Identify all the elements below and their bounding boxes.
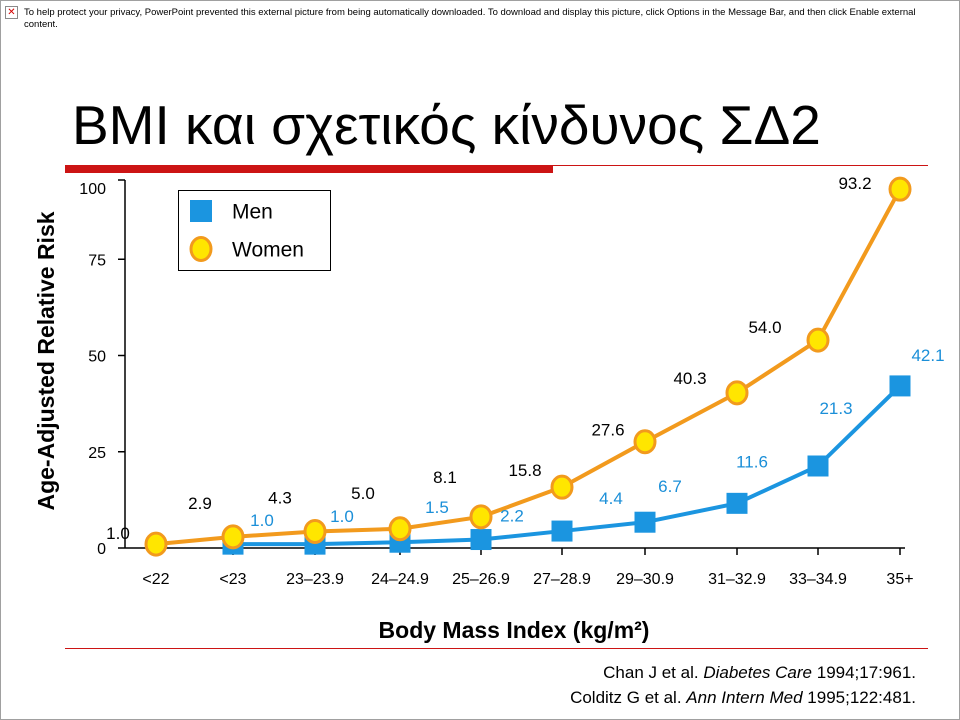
y-tick-label: 50 xyxy=(88,349,106,366)
men-data-point xyxy=(726,492,748,514)
citation-details: 1994;17:961. xyxy=(816,663,916,682)
women-data-label: 4.3 xyxy=(268,488,292,507)
legend-women-label: Women xyxy=(232,239,304,262)
chart-axes: 0 25 50 75 100 <22 <23 23–23.9 24–24.9 25–26.9 27–… xyxy=(79,179,914,588)
x-tick-label: 31–32.9 xyxy=(708,571,766,588)
women-data-label: 1.0 xyxy=(106,524,130,543)
women-data-label: 2.9 xyxy=(188,494,212,513)
women-data-point xyxy=(144,531,168,557)
x-tick-label: 23–23.9 xyxy=(286,571,344,588)
citation-journal: Ann Intern Med xyxy=(686,688,803,707)
women-series-line xyxy=(155,188,902,547)
women-data-label: 27.6 xyxy=(591,421,624,440)
footer-rule-line xyxy=(65,648,928,649)
x-tick-label: <22 xyxy=(142,571,169,588)
x-tick-label: 27–28.9 xyxy=(533,571,591,588)
x-tick-label: 33–34.9 xyxy=(789,571,847,588)
men-data-point xyxy=(807,455,829,477)
legend-men-marker xyxy=(190,200,212,222)
citation-authors: Colditz G et al. xyxy=(570,688,682,707)
women-data-point xyxy=(550,474,574,500)
men-data-point xyxy=(551,520,573,542)
chart-series xyxy=(144,176,912,557)
citation-authors: Chan J et al. xyxy=(603,663,699,682)
citation-details: 1995;122:481. xyxy=(807,688,916,707)
citations: Chan J et al. Diabetes Care 1994;17:961.… xyxy=(570,660,916,710)
women-data-point xyxy=(806,327,830,353)
men-data-label: 21.3 xyxy=(819,399,852,418)
men-data-label: 42.1 xyxy=(911,346,944,365)
men-data-label: 1.0 xyxy=(330,507,354,526)
citation-line: Chan J et al. Diabetes Care 1994;17:961. xyxy=(570,660,916,685)
y-tick-label: 75 xyxy=(88,252,106,269)
women-data-point xyxy=(303,518,327,544)
x-tick-label: 35+ xyxy=(886,571,913,588)
broken-image-icon: ✕ xyxy=(5,6,18,19)
men-data-point xyxy=(470,529,492,551)
women-data-point xyxy=(888,176,912,202)
citation-journal: Diabetes Care xyxy=(703,663,812,682)
women-data-point xyxy=(388,516,412,542)
men-data-label: 11.6 xyxy=(736,452,768,471)
women-data-point xyxy=(469,504,493,530)
women-data-label: 5.0 xyxy=(351,484,375,503)
x-axis-title: Body Mass Index (kg/m²) xyxy=(379,617,650,643)
men-data-label: 1.0 xyxy=(250,511,274,530)
x-tick-label: 24–24.9 xyxy=(371,571,429,588)
y-tick-label: 100 xyxy=(79,181,106,198)
women-data-label: 93.2 xyxy=(838,174,871,193)
women-data-point xyxy=(725,380,749,406)
legend-men-label: Men xyxy=(232,201,273,224)
women-data-point xyxy=(633,429,657,455)
blocked-picture-notice: To help protect your privacy, PowerPoint… xyxy=(24,7,916,30)
women-data-label: 15.8 xyxy=(508,461,541,480)
men-data-point xyxy=(889,375,911,397)
x-tick-label: 25–26.9 xyxy=(452,571,510,588)
y-axis-title: Age-Adjusted Relative Risk xyxy=(33,211,59,510)
y-tick-label: 25 xyxy=(88,445,106,462)
x-tick-label: 29–30.9 xyxy=(616,571,674,588)
slide-title: BMI και σχετικός κίνδυνος ΣΔ2 xyxy=(72,94,821,156)
women-data-label: 40.3 xyxy=(673,369,706,388)
title-accent-bar xyxy=(65,165,553,173)
legend-women-marker xyxy=(189,236,213,262)
men-data-label: 1.5 xyxy=(425,498,449,517)
women-data-label: 54.0 xyxy=(748,318,781,337)
legend: Men Women xyxy=(178,190,331,271)
men-data-label: 6.7 xyxy=(658,477,682,496)
women-data-label: 8.1 xyxy=(433,468,457,487)
x-tick-label: <23 xyxy=(219,571,246,588)
men-data-label: 2.2 xyxy=(500,507,524,526)
y-tick-label: 0 xyxy=(97,541,106,558)
men-data-label: 4.4 xyxy=(599,489,623,508)
data-labels: 1.0 1.0 1.5 2.2 4.4 6.7 11.6 21.3 42.1 1.0 2.9 4.3 5… xyxy=(106,174,944,543)
citation-line: Colditz G et al. Ann Intern Med 1995;122… xyxy=(570,685,916,710)
men-data-point xyxy=(634,511,656,533)
women-data-point xyxy=(221,524,245,550)
